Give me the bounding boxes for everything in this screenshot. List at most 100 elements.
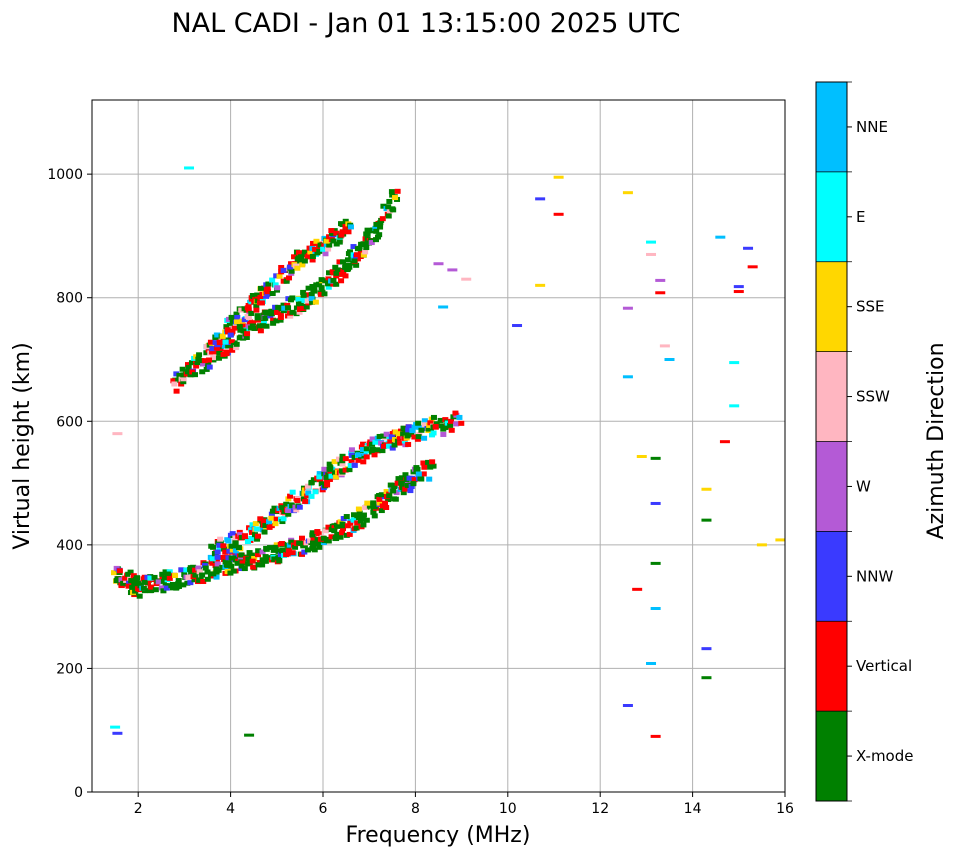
echo-point — [294, 498, 301, 504]
echo-point — [402, 472, 409, 478]
echo-point — [192, 372, 199, 378]
x-tick-label: 10 — [499, 801, 517, 817]
echo-point — [125, 571, 132, 577]
echo-point — [440, 431, 447, 437]
echo-point — [208, 543, 215, 549]
echo-point — [161, 575, 168, 581]
echo-point — [646, 240, 657, 244]
echo-point — [360, 446, 367, 452]
echo-point — [447, 268, 458, 272]
x-tick-label: 8 — [411, 801, 420, 817]
echo-point — [338, 232, 345, 238]
echo-point — [223, 324, 230, 330]
echo-point — [170, 378, 177, 384]
echo-point — [342, 467, 349, 473]
echo-point — [310, 477, 317, 483]
echo-point — [280, 302, 287, 308]
y-tick-label: 400 — [56, 538, 83, 554]
echo-point — [152, 587, 159, 593]
echo-point — [333, 534, 340, 540]
echo-point — [289, 309, 296, 315]
echo-point — [448, 418, 455, 424]
echo-point — [291, 254, 298, 260]
echo-point — [353, 525, 360, 531]
echo-point — [318, 285, 325, 291]
echo-point — [370, 500, 377, 506]
echo-point — [228, 314, 235, 320]
echo-point — [364, 500, 371, 506]
echo-point — [360, 441, 367, 447]
echo-point — [241, 534, 248, 540]
echo-point — [287, 313, 294, 319]
echo-point — [228, 339, 235, 345]
echo-point — [396, 435, 403, 441]
echo-point — [373, 228, 380, 234]
echo-point — [339, 469, 346, 475]
echo-point — [209, 349, 216, 355]
echo-point — [277, 317, 284, 323]
echo-point — [273, 273, 280, 279]
echo-point — [320, 535, 327, 541]
echo-point — [308, 296, 315, 302]
echo-point — [288, 261, 295, 267]
echo-point — [331, 228, 338, 234]
echo-point — [321, 466, 328, 472]
echo-point — [294, 265, 301, 271]
echo-point — [360, 522, 367, 528]
colorbar-segment — [816, 82, 847, 172]
colorbar-segment — [816, 531, 847, 622]
echo-point — [646, 661, 657, 665]
echo-point — [301, 249, 308, 255]
echo-point — [369, 436, 376, 442]
echo-point — [238, 552, 245, 558]
echo-point — [421, 418, 428, 424]
echo-point — [254, 536, 261, 542]
echo-point — [371, 504, 378, 510]
echo-point — [398, 475, 405, 481]
echo-point — [110, 725, 121, 729]
echo-point — [350, 517, 357, 523]
echo-point — [386, 493, 393, 499]
echo-point — [126, 580, 133, 586]
echo-point — [238, 307, 245, 313]
echo-point — [336, 259, 343, 265]
echo-point — [196, 352, 203, 358]
echo-point — [160, 588, 167, 594]
echo-point — [448, 427, 455, 433]
echo-point — [275, 555, 282, 561]
echo-point — [180, 379, 187, 385]
echo-point — [248, 527, 255, 533]
echo-point — [337, 534, 344, 540]
echo-point — [415, 420, 422, 426]
echo-point — [425, 426, 432, 432]
echo-point — [756, 543, 767, 547]
echo-point — [296, 540, 303, 546]
echo-point — [322, 251, 329, 257]
echo-point — [418, 427, 425, 433]
echo-point — [231, 325, 238, 331]
echo-point — [257, 516, 264, 522]
echo-point — [273, 542, 280, 548]
echo-point — [288, 268, 295, 274]
echo-point — [364, 231, 371, 237]
echo-point — [214, 549, 221, 555]
echo-point — [296, 250, 303, 256]
echo-point — [132, 588, 139, 594]
echo-point — [180, 372, 187, 378]
echo-point — [130, 573, 137, 579]
echo-point — [210, 571, 217, 577]
echo-point — [249, 558, 256, 564]
echo-point — [285, 508, 292, 514]
echo-point — [276, 273, 283, 279]
echo-point — [111, 570, 118, 576]
echo-point — [342, 223, 349, 229]
echo-point — [258, 300, 265, 306]
echo-point — [553, 175, 564, 179]
echo-point — [433, 262, 444, 266]
echo-point — [266, 524, 273, 530]
echo-point — [277, 552, 284, 558]
echo-point — [385, 204, 392, 210]
echo-point — [275, 548, 282, 554]
echo-point — [339, 530, 346, 536]
echo-point — [334, 523, 341, 529]
